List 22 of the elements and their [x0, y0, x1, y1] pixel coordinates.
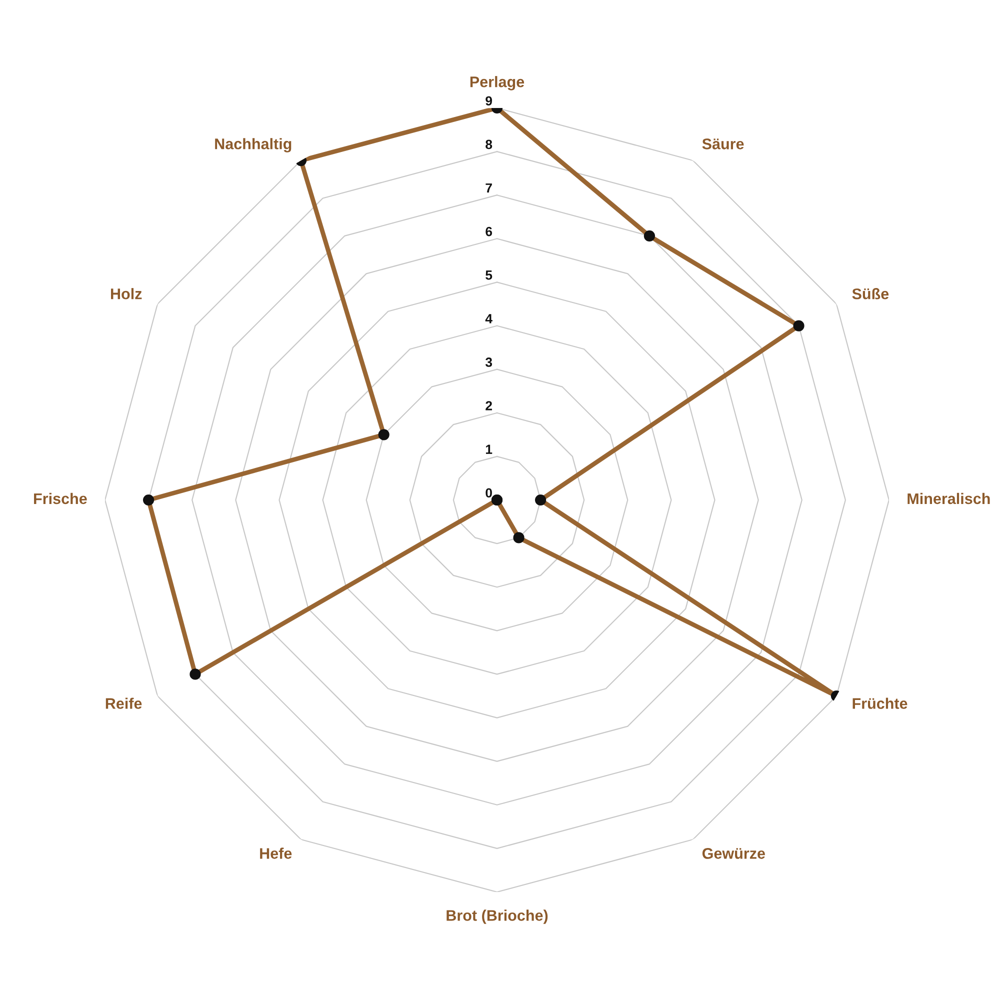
- y-tick-label: 5: [486, 270, 492, 280]
- spoke-label: Brot (Brioche): [446, 910, 548, 924]
- spoke-label: Säure: [702, 138, 744, 150]
- y-tick-label: 7: [486, 183, 492, 193]
- y-tick-label: 0: [486, 488, 492, 498]
- spoke-label: Früchte: [852, 698, 908, 709]
- spoke-label: Gewürze: [702, 848, 765, 859]
- spoke-label: Holz: [111, 288, 142, 300]
- y-tick-label: 8: [486, 140, 492, 150]
- spoke-label: Frische: [34, 492, 87, 504]
- spoke-label: Süße: [852, 288, 889, 300]
- spoke-label: Reife: [106, 698, 142, 709]
- y-tick-label: 1: [486, 444, 492, 454]
- spoke-label: Perlage: [470, 76, 524, 90]
- y-tick-label: 2: [486, 401, 492, 410]
- spoke-label: Nachhaltig: [215, 138, 292, 152]
- y-tick-label: 3: [485, 358, 492, 367]
- spoke-label: Hefe: [260, 848, 292, 859]
- y-tick-label: 9: [486, 96, 492, 106]
- spoke-label: Mineralisch: [908, 492, 990, 504]
- y-tick-label: 4: [485, 314, 492, 324]
- y-tick-label: 6: [486, 226, 492, 236]
